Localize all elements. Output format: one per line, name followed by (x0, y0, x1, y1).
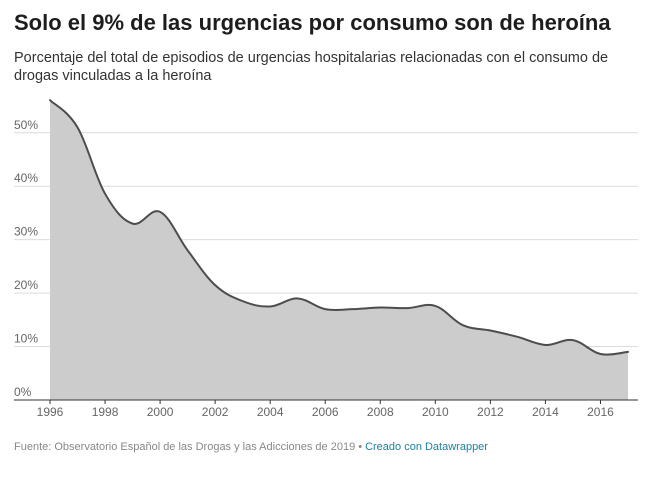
data-point-2008 (378, 306, 382, 310)
data-point-2004 (268, 304, 272, 308)
datawrapper-credit-link[interactable]: Creado con Datawrapper (365, 441, 488, 453)
x-tick-label: 2010 (422, 405, 449, 419)
x-tick-label: 2016 (587, 405, 614, 419)
area-fill (50, 100, 628, 400)
x-tick-label: 2014 (532, 405, 559, 419)
y-tick-label: 40% (14, 171, 38, 185)
y-tick-label: 30% (14, 225, 38, 239)
data-point-1997 (76, 125, 80, 129)
area-series (48, 98, 630, 400)
data-point-2012 (488, 329, 492, 333)
x-tick-label: 2004 (257, 405, 284, 419)
x-tick-label: 2006 (312, 405, 339, 419)
data-point-2011 (461, 323, 465, 327)
data-point-2002 (213, 283, 217, 287)
data-point-2014 (543, 343, 547, 347)
x-tick-label: 2002 (202, 405, 229, 419)
data-point-2001 (186, 248, 190, 252)
chart-title: Solo el 9% de las urgencias por consumo … (14, 10, 611, 35)
chart-subtitle: Porcentaje del total de episodios de urg… (14, 50, 609, 84)
x-tick-label: 2008 (367, 405, 394, 419)
y-tick-label: 20% (14, 278, 38, 292)
footer: Fuente: Observatorio Español de las Drog… (14, 441, 488, 453)
series-line (49, 99, 629, 356)
y-tick-label: 0% (14, 385, 32, 399)
data-point-1998 (103, 192, 107, 196)
axes: 0% 10% 20% 30% 40% 50% 1996 1998 2000 2002 2004 200… (14, 118, 638, 419)
x-tick-label: 1998 (92, 405, 119, 419)
data-point-1996 (48, 98, 52, 102)
source-note: Fuente: Observatorio Español de las Drog… (14, 441, 356, 453)
y-tick-label: 10% (14, 332, 38, 346)
x-tick-label: 1996 (37, 405, 64, 419)
data-point-2010 (433, 304, 437, 308)
data-point-2000 (158, 210, 162, 214)
data-point-2007 (351, 307, 355, 311)
data-point-2013 (516, 335, 520, 339)
data-point-2005 (296, 296, 300, 300)
x-tick-label: 2000 (147, 405, 174, 419)
data-point-2009 (406, 306, 410, 310)
x-tick-label: 2012 (477, 405, 504, 419)
data-point-2006 (323, 307, 327, 311)
footer-separator: • (358, 441, 363, 453)
y-tick-label: 50% (14, 118, 38, 132)
data-point-1999 (131, 222, 135, 226)
data-point-2003 (241, 299, 245, 303)
data-point-2015 (571, 338, 575, 342)
data-point-2016 (598, 352, 602, 356)
data-point-2017 (626, 350, 630, 354)
